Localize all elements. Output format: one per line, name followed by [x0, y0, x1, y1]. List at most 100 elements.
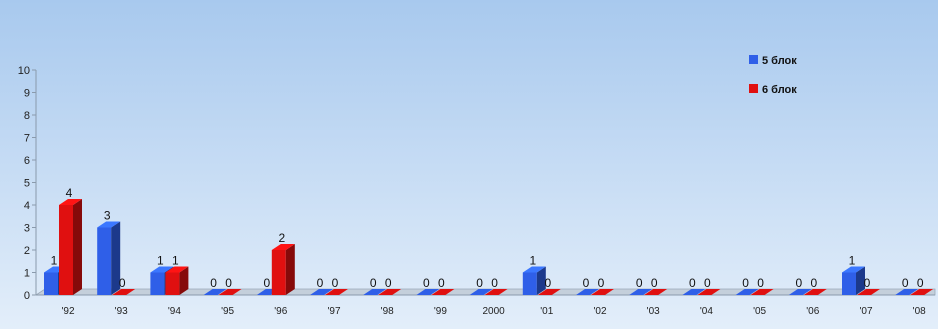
bar-zero — [576, 289, 599, 295]
data-label: 1 — [51, 254, 58, 268]
data-label: 0 — [636, 276, 643, 290]
data-label: 0 — [864, 276, 871, 290]
data-label: 0 — [810, 276, 817, 290]
x-tick-label: '97 — [327, 306, 340, 317]
bar-zero — [910, 289, 934, 295]
data-label: 0 — [385, 276, 392, 290]
data-label: 0 — [476, 276, 483, 290]
bar-side — [536, 266, 546, 295]
y-tick-label: 5 — [24, 178, 30, 190]
bar-zero — [857, 289, 880, 295]
data-label: 0 — [370, 276, 377, 290]
data-label: 0 — [689, 276, 696, 290]
bar-zero — [591, 289, 614, 295]
bar-top — [842, 266, 865, 273]
x-tick-label: '06 — [806, 306, 819, 317]
bar-zero — [363, 289, 387, 295]
bar — [271, 250, 286, 295]
x-tick-label: '92 — [61, 306, 74, 317]
bar-zero — [697, 289, 721, 295]
x-tick-label: '95 — [221, 306, 234, 317]
data-label: 2 — [278, 231, 285, 245]
x-tick-label: '99 — [434, 306, 447, 317]
bar-zero — [378, 289, 402, 295]
legend-swatch — [749, 55, 758, 64]
y-tick-label: 1 — [24, 268, 30, 280]
data-label: 1 — [157, 254, 164, 268]
data-label: 0 — [491, 276, 498, 290]
x-tick-label: '98 — [381, 306, 394, 317]
bar-zero — [895, 289, 919, 295]
data-label: 0 — [263, 276, 270, 290]
x-tick-label: '03 — [647, 306, 660, 317]
y-tick-label: 7 — [24, 133, 30, 145]
x-tick-label: '93 — [115, 306, 128, 317]
x-tick-label: '08 — [913, 306, 926, 317]
data-label: 3 — [104, 209, 111, 223]
legend-swatch — [749, 84, 758, 93]
x-tick-label: '07 — [859, 306, 872, 317]
data-label: 0 — [423, 276, 430, 290]
x-tick-label: '02 — [593, 306, 606, 317]
data-label: 0 — [583, 276, 590, 290]
data-label: 0 — [917, 276, 924, 290]
bar — [59, 205, 73, 295]
y-tick-label: 10 — [18, 65, 30, 77]
bar-zero — [112, 289, 136, 295]
legend-label: 6 блок — [762, 84, 797, 96]
data-label: 1 — [849, 254, 856, 268]
bar-zero — [218, 289, 242, 295]
bar-zero — [469, 289, 493, 295]
x-tick-label: '01 — [540, 306, 553, 317]
bar-zero — [310, 289, 333, 295]
bar-zero — [629, 289, 653, 295]
bar — [522, 272, 537, 295]
bar-side — [111, 221, 121, 295]
data-label: 1 — [172, 254, 179, 268]
data-label: 0 — [332, 276, 339, 290]
data-label: 0 — [598, 276, 605, 290]
data-label: 0 — [225, 276, 232, 290]
y-tick-label: 9 — [24, 88, 30, 100]
bar-top — [165, 266, 189, 273]
bar-top — [522, 266, 546, 273]
bar — [44, 272, 58, 295]
bar — [97, 227, 112, 295]
bar-top — [271, 244, 295, 250]
data-label: 0 — [795, 276, 802, 290]
y-tick-label: 4 — [24, 200, 30, 212]
bar-zero — [788, 289, 812, 295]
bar-side — [73, 199, 82, 295]
y-tick-label: 0 — [24, 290, 30, 302]
x-tick-label: '04 — [700, 306, 713, 317]
y-tick-label: 6 — [24, 155, 30, 167]
data-label: 1 — [529, 254, 536, 268]
bar-zero — [735, 289, 759, 295]
bar-zero — [416, 289, 440, 295]
bar — [150, 272, 165, 295]
bar-zero — [431, 289, 455, 295]
bar-side — [285, 244, 295, 295]
legend-label: 5 блок — [762, 55, 797, 67]
x-tick-label: '05 — [753, 306, 766, 317]
data-label: 0 — [704, 276, 711, 290]
data-label: 0 — [119, 276, 126, 290]
bar-zero — [682, 289, 706, 295]
data-label: 0 — [651, 276, 658, 290]
data-label: 0 — [544, 276, 551, 290]
data-label: 4 — [66, 186, 73, 200]
bar — [165, 272, 180, 295]
data-label: 0 — [742, 276, 749, 290]
data-label: 0 — [757, 276, 764, 290]
bar-top — [97, 221, 121, 228]
bar-side — [179, 266, 189, 295]
bar-zero — [484, 289, 508, 295]
bar-top — [59, 199, 82, 205]
bar-top — [150, 266, 174, 273]
data-label: 0 — [317, 276, 324, 290]
data-label: 0 — [902, 276, 909, 290]
x-tick-label: 2000 — [482, 306, 505, 317]
bar-zero — [644, 289, 668, 295]
